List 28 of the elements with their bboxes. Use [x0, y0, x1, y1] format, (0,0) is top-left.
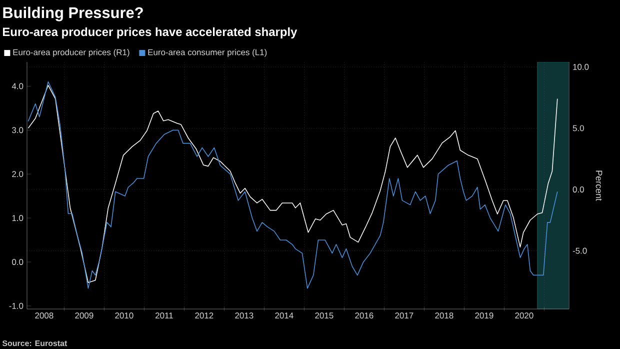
x-tick-label: 2013: [235, 312, 254, 319]
y-tick-label: 4.0: [12, 83, 24, 90]
x-tick-label: 2012: [195, 312, 214, 319]
x-tick-label: 2019: [475, 312, 494, 319]
y-tick-label: 1.0: [12, 215, 24, 222]
x-tick-label: 2018: [435, 312, 454, 319]
chart-title: Building Pressure?: [3, 6, 143, 22]
y-tick-label: 2.0: [12, 171, 24, 178]
x-tick-label: 2016: [355, 312, 374, 319]
y2-tick-label: 0.0: [572, 186, 584, 192]
x-tick-label: 2008: [35, 312, 54, 319]
x-tick-label: 2020: [515, 312, 534, 319]
chart-subtitle: Euro-area producer prices have accelerated sharply: [2, 27, 298, 38]
legend-label: Euro-area producer prices (R1): [13, 49, 130, 57]
y2-tick-label: 5.0: [572, 125, 584, 132]
y-tick-label: -1.0: [9, 302, 24, 309]
x-tick-label: 2010: [115, 312, 134, 319]
y2-tick-label: -5.0: [572, 248, 587, 254]
x-tick-label: 2011: [156, 312, 173, 319]
y2-axis-title: Percent: [596, 170, 602, 201]
legend-label: Euro-area consumer prices (L1): [148, 49, 267, 57]
y2-tick-label: 10.0: [573, 64, 589, 70]
y-tick-label: 3.0: [12, 127, 24, 134]
x-tick-label: 2015: [315, 312, 334, 319]
x-tick-label: 2017: [395, 312, 414, 319]
x-tick-label: 2009: [75, 312, 94, 319]
x-tick-label: 2014: [275, 312, 294, 319]
y-tick-label: 0.0: [12, 258, 24, 265]
